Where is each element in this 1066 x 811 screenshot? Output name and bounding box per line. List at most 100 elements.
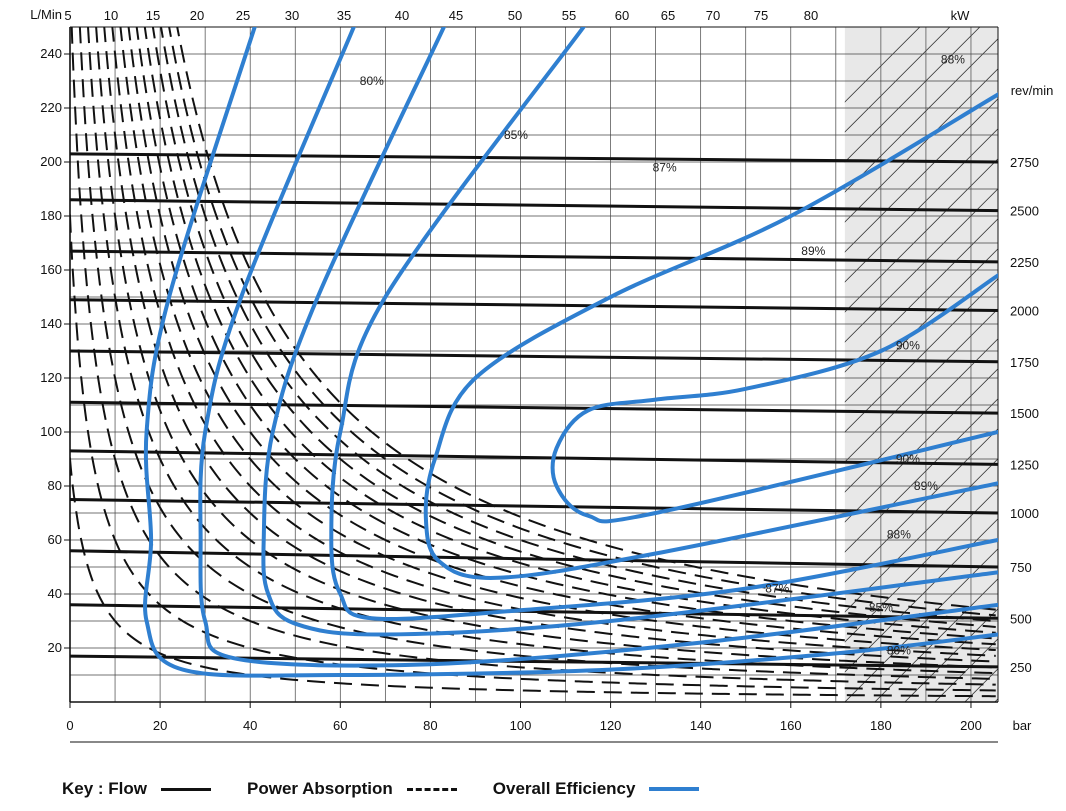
efficiency-label-11: 80% <box>887 644 911 658</box>
efficiency-curve-3 <box>329 27 998 621</box>
kw-tick-label-80: 80 <box>804 8 818 23</box>
rpm-tick-label-1250: 1250 <box>1010 457 1039 472</box>
key-power-swatch <box>406 787 457 791</box>
efficiency-curve-2 <box>261 27 998 637</box>
power-line-35kw <box>103 27 996 663</box>
flow-line-2750 <box>70 152 998 164</box>
kw-tick-label-75: 75 <box>754 8 768 23</box>
power-line-40kw <box>111 27 996 657</box>
x-tick-label-200: 200 <box>960 718 982 733</box>
shaded-region <box>844 27 998 702</box>
efficiency-label-8: 88% <box>887 528 911 542</box>
power-line-65kw <box>151 27 996 628</box>
efficiency-curve-1 <box>198 27 998 668</box>
hatch-line <box>844 27 981 163</box>
kw-tick-label-55: 55 <box>562 8 576 23</box>
x-tick-label-0: 0 <box>66 718 73 733</box>
hatch-line <box>844 248 999 403</box>
efficiency-label-5: 90% <box>896 339 920 353</box>
power-line-80kw <box>176 27 996 611</box>
rpm-tick-label-750: 750 <box>1010 560 1032 575</box>
pump-performance-chart: 80% 85% 87% 88% 89% 90% 90% 89% 88% 87% 85% 80% 20 40… <box>30 7 1066 743</box>
y-tick-label-160: 160 <box>40 262 62 277</box>
kw-tick-label-35: 35 <box>337 8 351 23</box>
rpm-tick-label-1500: 1500 <box>1010 406 1039 421</box>
plot-area <box>70 27 998 698</box>
hatch-line <box>844 518 999 673</box>
y-tick-label-180: 180 <box>40 208 62 223</box>
kw-tick-label-45: 45 <box>449 8 463 23</box>
rpm-tick-label-250: 250 <box>1010 660 1032 675</box>
x-tick-label-140: 140 <box>690 718 712 733</box>
y-tick-label-20: 20 <box>48 640 62 655</box>
x-axis-title: bar <box>1013 718 1032 733</box>
flow-line-1250 <box>70 449 998 466</box>
x-tick-label-100: 100 <box>510 718 532 733</box>
power-line-20kw <box>78 27 996 680</box>
hatch-line <box>844 68 999 223</box>
x-tick-label-160: 160 <box>780 718 802 733</box>
hatch-line <box>844 27 921 103</box>
x-tick-label-180: 180 <box>870 718 892 733</box>
flow-line-750 <box>70 549 998 569</box>
flow-line-1500 <box>70 400 998 415</box>
y-tick-label-200: 200 <box>40 154 62 169</box>
efficiency-label-7: 89% <box>914 479 938 493</box>
hatch-line <box>844 488 999 643</box>
hatch-line <box>844 38 999 193</box>
efficiency-label-4: 89% <box>801 244 825 258</box>
power-line-5kw <box>70 447 996 698</box>
kw-tick-label-15: 15 <box>146 8 160 23</box>
efficiency-label-3: 88% <box>941 52 965 66</box>
y-tick-label-60: 60 <box>48 532 62 547</box>
kw-tick-label-65: 65 <box>661 8 675 23</box>
x-tick-label-60: 60 <box>333 718 347 733</box>
y-tick-label-40: 40 <box>48 586 62 601</box>
efficiency-label-9: 87% <box>765 582 789 596</box>
power-line-45kw <box>119 27 996 652</box>
kw-tick-label-10: 10 <box>104 8 118 23</box>
flow-line-1000 <box>70 498 998 515</box>
power-line-15kw <box>70 27 996 686</box>
kw-tick-label-25: 25 <box>236 8 250 23</box>
hatch-line <box>1055 27 1066 702</box>
hatch-line <box>874 578 999 702</box>
efficiency-curves <box>143 27 998 678</box>
y-axis-title: L/Min <box>30 7 62 22</box>
efficiency-label-6: 90% <box>896 452 920 466</box>
kw-tick-label-30: 30 <box>285 8 299 23</box>
rpm-axis-title: rev/min <box>1011 83 1054 98</box>
power-line-30kw <box>95 27 996 669</box>
kw-axis-title: kW <box>951 8 971 23</box>
hatch-line <box>844 278 999 433</box>
kw-tick-label-40: 40 <box>395 8 409 23</box>
hatch-line <box>844 98 999 253</box>
y-tick-label-100: 100 <box>40 424 62 439</box>
efficiency-label-2: 87% <box>653 160 677 174</box>
x-tick-label-20: 20 <box>153 718 167 733</box>
hatch-line <box>844 548 999 702</box>
kw-tick-label-5: 5 <box>64 8 71 23</box>
rpm-tick-label-2250: 2250 <box>1010 255 1039 270</box>
power-line-10kw <box>70 193 996 692</box>
kw-tick-label-50: 50 <box>508 8 522 23</box>
rpm-tick-label-1750: 1750 <box>1010 355 1039 370</box>
efficiency-label-10: 85% <box>869 601 893 615</box>
y-tick-label-120: 120 <box>40 370 62 385</box>
hatch-line <box>844 338 999 493</box>
key-flow-swatch <box>161 787 212 791</box>
key-flow-label: Key : Flow <box>62 779 148 798</box>
efficiency-curve-5 <box>550 273 998 524</box>
flow-line-500 <box>70 603 998 620</box>
hatch-line <box>844 218 999 373</box>
flow-line-2250 <box>70 249 998 264</box>
kw-tick-label-70: 70 <box>706 8 720 23</box>
x-tick-label-80: 80 <box>423 718 437 733</box>
x-tick-label-120: 120 <box>600 718 622 733</box>
efficiency-label-0: 80% <box>360 74 384 88</box>
y-tick-label-220: 220 <box>40 100 62 115</box>
power-line-25kw <box>87 27 996 675</box>
shaded-hatch-group <box>844 27 1066 702</box>
chart-key: Key : Flow Power Absorption Overall Effi… <box>62 779 735 799</box>
power-line-70kw <box>159 27 996 623</box>
